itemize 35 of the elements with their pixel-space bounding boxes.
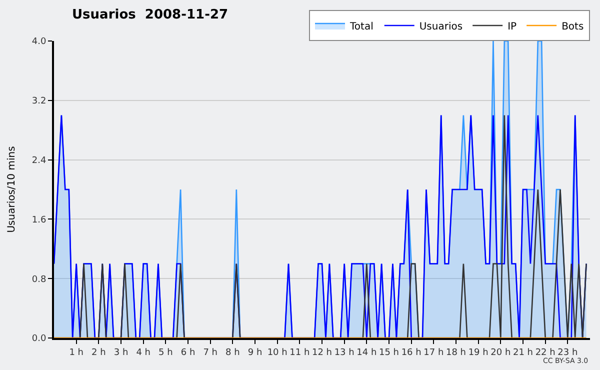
x-tick-label: 7 h xyxy=(203,348,218,358)
x-tick-label: 23 h xyxy=(558,348,578,358)
y-axis-title: Usuarios/10 mins xyxy=(6,146,18,233)
x-tick-label: 18 h xyxy=(446,348,466,358)
x-tick-label: 3 h xyxy=(114,348,128,358)
y-tick-label: 2.4 xyxy=(32,156,46,166)
x-tick-label: 20 h xyxy=(490,348,511,358)
x-tick-label: 4 h xyxy=(136,348,150,358)
y-tick-label: 4.0 xyxy=(32,37,46,48)
y-tick-label: 1.6 xyxy=(32,215,46,226)
x-tick-label: 1 h xyxy=(69,348,84,358)
legend-label: Usuarios xyxy=(419,21,463,32)
x-tick-label: 13 h xyxy=(334,348,354,358)
legend-label: Total xyxy=(349,21,374,32)
x-tick-label: 12 h xyxy=(312,348,332,358)
legend-label: Bots xyxy=(562,21,584,32)
x-tick-label: 16 h xyxy=(401,348,422,358)
y-tick-label: 3.2 xyxy=(32,96,46,107)
x-tick-label: 21 h xyxy=(512,348,534,358)
y-tick-label: 0.0 xyxy=(32,334,46,344)
x-tick-label: 22 h xyxy=(535,348,556,358)
x-tick-label: 10 h xyxy=(267,348,288,358)
legend-label: IP xyxy=(508,21,517,32)
x-tick-label: 14 h xyxy=(356,348,377,358)
x-tick-label: 15 h xyxy=(378,348,400,358)
x-tick-label: 5 h xyxy=(158,348,173,358)
y-tick-label: 0.8 xyxy=(32,274,46,285)
x-tick-label: 17 h xyxy=(424,348,444,358)
x-tick-label: 6 h xyxy=(180,348,196,358)
x-tick-label: 19 h xyxy=(468,348,488,358)
x-tick-label: 8 h xyxy=(226,348,240,358)
x-tick-label: 11 h xyxy=(290,348,310,358)
x-tick-label: 2 h xyxy=(92,348,106,358)
chart-title: Usuarios 2008-11-27 xyxy=(72,7,228,22)
x-tick-label: 9 h xyxy=(248,348,262,358)
